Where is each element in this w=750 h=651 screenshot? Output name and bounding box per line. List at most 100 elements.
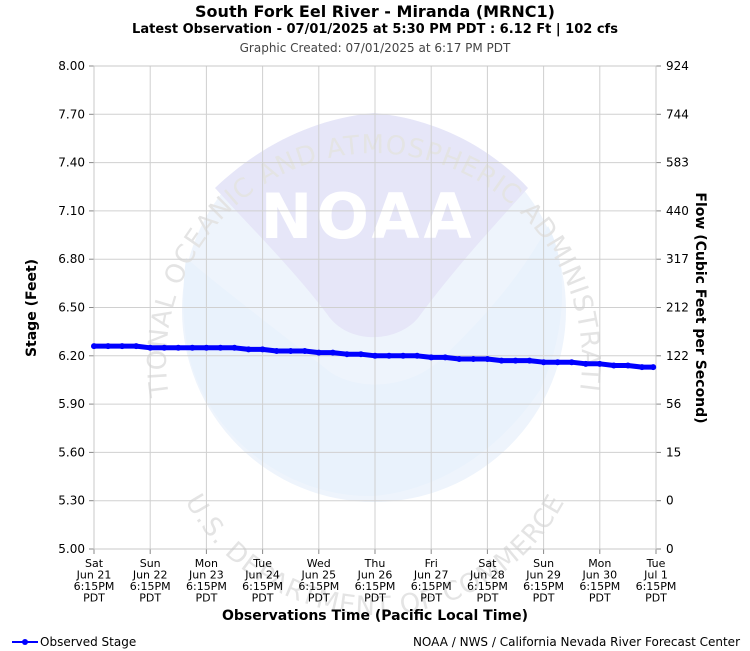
x-tick-label-line: PDT (83, 592, 105, 605)
series-point (343, 351, 350, 358)
y-tick-label: 7.70 (58, 107, 85, 121)
y-tick-label: 5.00 (58, 542, 85, 556)
x-tick-label-line: Jun 21 (76, 569, 112, 582)
x-tick-label-line: 6:15PM (242, 580, 283, 593)
legend: Observed Stage (12, 635, 136, 649)
x-tick-label-line: Jun 29 (525, 569, 561, 582)
x-tick-label-line: Jun 24 (244, 569, 280, 582)
x-tick-label-line: 6:15PM (411, 580, 452, 593)
x-tick-label: Sat Jun 28 6:15PM PDT (467, 557, 508, 605)
x-tick-label-line: 6:15PM (186, 580, 227, 593)
series-point (596, 360, 603, 367)
series-point (203, 344, 210, 351)
series-point (456, 356, 463, 363)
y2-tick-label: 317 (666, 252, 689, 266)
series (91, 343, 657, 371)
watermark-logo-text: NOAA (261, 180, 476, 253)
series-point (287, 347, 294, 354)
series-point (414, 352, 421, 359)
grid (93, 65, 657, 550)
y2-tick-label: 744 (666, 107, 689, 121)
y2-tick-label: 56 (666, 397, 681, 411)
x-tick-label-line: PDT (195, 592, 217, 605)
series-point (386, 352, 393, 359)
x-tick-label-line: 6:15PM (355, 580, 396, 593)
series-point (133, 343, 140, 350)
series-point (161, 344, 168, 351)
series-point (217, 344, 224, 351)
series-point (512, 357, 519, 364)
series-point (147, 344, 154, 351)
legend-swatch (12, 636, 38, 648)
x-tick-label-line: 6:15PM (579, 580, 620, 593)
x-tick-label-line: PDT (364, 592, 386, 605)
y2-tick-label: 924 (666, 59, 689, 73)
x-tick-label-line: Thu (364, 557, 386, 570)
y-tick-label: 6.80 (58, 252, 85, 266)
series-point (175, 344, 182, 351)
x-tick-label: Sun Jun 29 6:15PM PDT (523, 557, 564, 605)
x-tick-label: Sun Jun 22 6:15PM PDT (130, 557, 171, 605)
x-tick-label: Thu Jun 26 6:15PM PDT (355, 557, 396, 605)
watermark-wave (183, 226, 563, 497)
chart-title: South Fork Eel River - Miranda (MRNC1) (195, 2, 555, 21)
series-point (372, 352, 378, 359)
series-point (119, 343, 126, 350)
series-point (91, 343, 97, 350)
x-tick-label-line: Sun (140, 557, 161, 570)
y-tick-label: 6.50 (58, 301, 85, 315)
y2-tick-label: 0 (666, 542, 674, 556)
legend-label: Observed Stage (40, 635, 137, 649)
x-tick-label-line: PDT (139, 592, 161, 605)
x-tick-label-line: 6:15PM (298, 580, 339, 593)
series-point (357, 351, 364, 358)
x-tick-label: Mon Jun 30 6:15PM PDT (579, 557, 620, 605)
x-tick-label-line: Jun 23 (188, 569, 224, 582)
series-point (554, 359, 561, 366)
series-point (259, 346, 266, 353)
plot-frame (93, 65, 657, 550)
series-point (484, 356, 491, 363)
graphic-created: Graphic Created: 07/01/2025 at 6:17 PM P… (239, 41, 511, 55)
x-tick-label: Sat Jun 21 6:15PM PDT (74, 557, 115, 605)
series-point (582, 360, 589, 367)
y2-tick-label: 212 (666, 301, 689, 315)
x-tick-label: Tue Jun 24 6:15PM PDT (242, 557, 283, 605)
y2-tick-label: 122 (666, 349, 689, 363)
x-tick-label-line: PDT (308, 592, 330, 605)
x-tick-label-line: Sun (533, 557, 554, 570)
y2-axis-label: Flow (Cubic Feet per Second) (692, 192, 708, 423)
x-tick-label-line: Jul 1 (643, 569, 668, 582)
series-point (231, 344, 238, 351)
x-tick-label: Tue Jul 1 6:15PM PDT (636, 557, 677, 605)
watermark-bird (215, 113, 528, 338)
chart-subtitle: Latest Observation - 07/01/2025 at 5:30 … (132, 22, 618, 37)
y-axis-label: Stage (Feet) (24, 259, 40, 357)
x-tick-label-line: Jun 28 (469, 569, 505, 582)
y2-tick-label: 15 (666, 445, 681, 459)
series-point (638, 364, 645, 371)
x-tick-label-line: 6:15PM (130, 580, 171, 593)
x-axis-label: Observations Time (Pacific Local Time) (222, 608, 528, 624)
x-tick-label: Wed Jun 25 6:15PM PDT (298, 557, 339, 605)
series-point (273, 347, 280, 354)
x-tick-label-line: Sat (478, 557, 497, 570)
x-tick-label-line: Tue (646, 557, 666, 570)
x-tick-label-line: Sat (85, 557, 104, 570)
y-tick-label: 6.20 (58, 349, 85, 363)
noaa-watermark: NOAA NATIONAL OCEANIC AND ATMOSPHERIC AD… (0, 0, 604, 622)
series-point (540, 359, 547, 366)
y-tick-label: 8.00 (58, 59, 85, 73)
y-tick-label: 7.40 (58, 156, 85, 170)
x-tick-label-line: Wed (307, 557, 331, 570)
y-tick-label: 7.10 (58, 204, 85, 218)
x-tick-label: Fri Jun 27 6:15PM PDT (411, 557, 452, 605)
series-point (105, 343, 112, 350)
x-tick-label-line: PDT (645, 592, 667, 605)
x-tick-label-line: Jun 27 (413, 569, 449, 582)
x-tick-label-line: Mon (588, 557, 611, 570)
series-point (329, 349, 336, 356)
x-tick-label-line: Jun 26 (357, 569, 393, 582)
x-tick-label: Mon Jun 23 6:15PM PDT (186, 557, 227, 605)
y2-tick-label: 583 (666, 156, 689, 170)
